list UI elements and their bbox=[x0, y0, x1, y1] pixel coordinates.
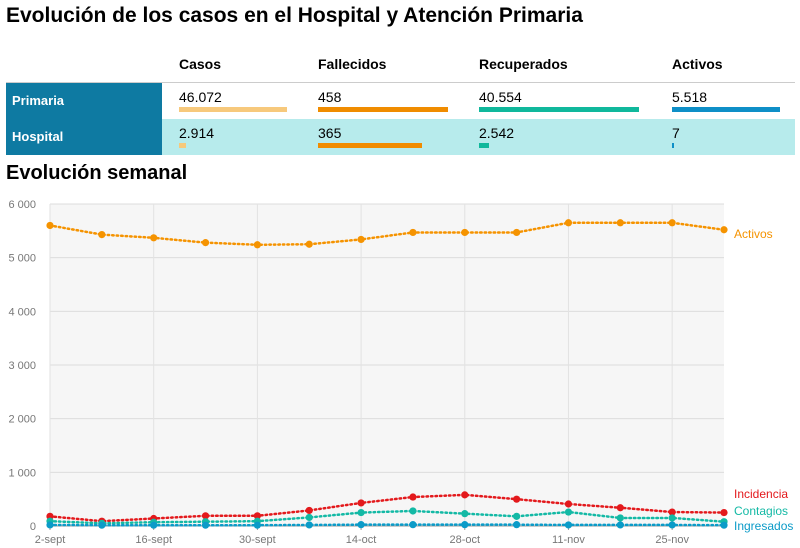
data-point-activos bbox=[409, 228, 417, 237]
data-point-ingresados bbox=[305, 521, 313, 529]
row-label-primaria: Primaria bbox=[6, 83, 162, 119]
data-point-activos bbox=[461, 228, 469, 237]
data-point-ingresados bbox=[150, 521, 158, 529]
series-label-activos: Activos bbox=[734, 227, 773, 241]
y-tick-label: 3 000 bbox=[8, 360, 36, 372]
y-tick-label: 6 000 bbox=[8, 199, 36, 211]
data-point-activos bbox=[253, 241, 261, 249]
data-point-activos bbox=[616, 219, 624, 227]
data-point-contagios bbox=[668, 514, 676, 522]
x-tick-label: 25-nov bbox=[655, 534, 689, 546]
page-title: Evolución de los casos en el Hospital y … bbox=[6, 4, 583, 27]
bar-primaria-casos bbox=[179, 107, 287, 112]
column-header-recuperados: Recuperados bbox=[479, 56, 568, 72]
bar-primaria-fallecidos bbox=[318, 107, 448, 112]
value-primaria-fallecidos: 458 bbox=[318, 89, 342, 105]
x-tick-label: 16-sept bbox=[135, 534, 172, 546]
value-primaria-activos: 5.518 bbox=[672, 89, 708, 105]
data-point-ingresados bbox=[564, 521, 573, 529]
value-hospital-activos: 7 bbox=[672, 125, 680, 141]
data-point-ingresados bbox=[201, 521, 210, 529]
chart-subtitle: Evolución semanal bbox=[6, 162, 188, 184]
data-point-activos bbox=[46, 221, 54, 230]
y-tick-label: 2 000 bbox=[8, 414, 36, 426]
x-tick-label: 11-nov bbox=[552, 534, 585, 546]
y-tick-label: 5 000 bbox=[8, 253, 36, 265]
series-label-incidencia: Incidencia bbox=[734, 487, 788, 501]
x-tick-label: 14-oct bbox=[346, 534, 377, 546]
bar-hospital-fallecidos bbox=[318, 143, 422, 148]
x-tick-label: 28-oct bbox=[449, 534, 480, 546]
series-label-contagios: Contagios bbox=[734, 504, 788, 518]
data-point-ingresados bbox=[461, 521, 469, 529]
data-point-activos bbox=[98, 230, 106, 239]
data-point-contagios bbox=[461, 510, 469, 518]
value-hospital-fallecidos: 365 bbox=[318, 125, 342, 141]
bar-hospital-activos bbox=[672, 143, 674, 148]
table-row-hospital: Hospital 2.914 365 2.542 7 bbox=[6, 119, 795, 155]
data-point-ingresados bbox=[98, 521, 106, 529]
series-label-ingresados: Ingresados bbox=[734, 519, 793, 533]
data-point-incidencia bbox=[720, 508, 728, 517]
data-point-contagios bbox=[564, 508, 573, 516]
y-tick-label: 4 000 bbox=[8, 306, 36, 318]
data-point-incidencia bbox=[616, 504, 624, 512]
data-point-ingresados bbox=[253, 521, 261, 529]
column-header-fallecidos: Fallecidos bbox=[318, 56, 387, 72]
data-point-contagios bbox=[305, 513, 313, 522]
data-point-ingresados bbox=[616, 521, 624, 529]
data-point-activos bbox=[305, 240, 313, 248]
summary-table: Casos Fallecidos Recuperados Activos Pri… bbox=[6, 48, 795, 158]
data-point-ingresados bbox=[357, 521, 365, 529]
bar-primaria-activos bbox=[672, 107, 780, 112]
data-point-ingresados bbox=[409, 521, 417, 529]
line-chart: 0 1 000 2 000 3 000 4 000 5 000 6 000 2-sept 16-… bbox=[8, 199, 793, 546]
column-header-casos: Casos bbox=[179, 56, 222, 72]
data-point-contagios bbox=[513, 512, 521, 520]
data-point-ingresados bbox=[720, 521, 728, 529]
y-tick-label: 1 000 bbox=[8, 467, 36, 479]
series-line-activos bbox=[48, 221, 726, 247]
x-tick-label: 2-sept bbox=[35, 534, 66, 546]
value-hospital-casos: 2.914 bbox=[179, 125, 215, 141]
y-tick-label: 0 bbox=[30, 521, 36, 533]
value-primaria-recuperados: 40.554 bbox=[479, 89, 522, 105]
data-point-incidencia bbox=[357, 499, 365, 507]
bar-hospital-recuperados bbox=[479, 143, 490, 148]
data-point-contagios bbox=[616, 514, 624, 522]
data-point-incidencia bbox=[253, 512, 261, 520]
data-point-activos bbox=[150, 234, 158, 242]
data-point-ingresados bbox=[668, 521, 676, 529]
bar-hospital-casos bbox=[179, 143, 186, 148]
value-primaria-casos: 46.072 bbox=[179, 89, 222, 105]
row-label-hospital: Hospital bbox=[6, 119, 162, 155]
bar-primaria-recuperados bbox=[479, 107, 639, 112]
data-point-ingresados bbox=[46, 521, 54, 529]
value-hospital-recuperados: 2.542 bbox=[479, 125, 515, 141]
data-point-contagios bbox=[357, 508, 365, 517]
data-point-incidencia bbox=[409, 493, 417, 501]
data-point-incidencia bbox=[461, 491, 469, 499]
series-line-ingresados bbox=[48, 523, 726, 527]
data-point-activos bbox=[668, 219, 676, 227]
series-line-incidencia bbox=[48, 493, 726, 523]
data-point-incidencia bbox=[564, 500, 573, 508]
data-point-activos bbox=[357, 235, 365, 244]
series-line-contagios bbox=[48, 509, 726, 525]
data-point-incidencia bbox=[513, 495, 521, 503]
data-point-contagios bbox=[409, 507, 417, 515]
column-header-activos: Activos bbox=[672, 56, 723, 72]
data-point-activos bbox=[201, 239, 210, 247]
data-point-incidencia bbox=[668, 508, 676, 516]
data-point-incidencia bbox=[305, 506, 313, 515]
data-point-ingresados bbox=[513, 521, 521, 529]
table-row-primaria: Primaria 46.072 458 40.554 5.518 bbox=[6, 82, 795, 119]
x-tick-label: 30-sept bbox=[239, 534, 276, 546]
data-point-activos bbox=[564, 219, 573, 227]
data-point-incidencia bbox=[201, 512, 210, 520]
data-point-activos bbox=[513, 228, 521, 237]
data-point-activos bbox=[720, 226, 728, 234]
